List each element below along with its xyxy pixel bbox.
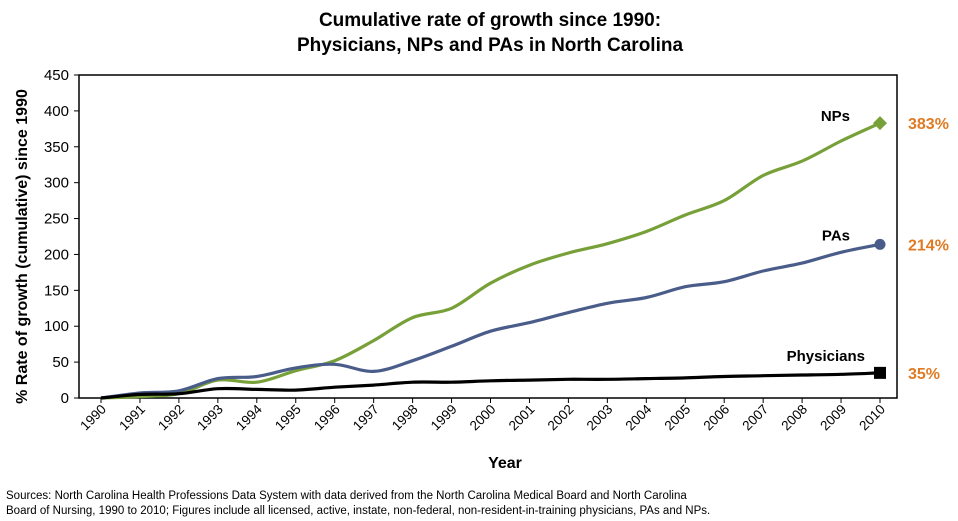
y-tick-label: 300 xyxy=(44,175,69,192)
series-label-physicians: Physicians xyxy=(787,348,865,365)
x-tick-label: 1991 xyxy=(116,402,148,434)
series-marker-nps xyxy=(873,116,887,131)
x-tick-label: 2004 xyxy=(623,401,655,433)
chart-title-line1: Cumulative rate of growth since 1990: xyxy=(318,10,662,31)
end-value-label-pas: 214% xyxy=(908,237,949,254)
x-tick-label: 2006 xyxy=(700,402,732,434)
y-tick-label: 150 xyxy=(44,282,69,299)
x-tick-label: 2003 xyxy=(584,402,616,434)
y-tick-label: 0 xyxy=(61,390,69,407)
x-tick-label: 2008 xyxy=(778,402,810,434)
series-line-nps xyxy=(100,121,881,400)
x-tick-label: 2000 xyxy=(467,402,499,434)
x-tick-label: 1990 xyxy=(77,402,109,434)
sources-note-line2: Board of Nursing, 1990 to 2010; Figures … xyxy=(6,505,711,517)
series-label-nps: NPs xyxy=(821,108,850,125)
x-tick-label: 1998 xyxy=(389,402,421,434)
series-marker-pas xyxy=(874,238,886,250)
end-value-label-physicians: 35% xyxy=(908,366,940,383)
x-tick-label: 2010 xyxy=(856,402,888,434)
x-tick-label: 1997 xyxy=(350,402,382,434)
series-line-physicians xyxy=(100,371,881,400)
y-tick-label: 100 xyxy=(44,318,69,335)
y-tick-label: 400 xyxy=(44,103,69,120)
x-tick-label: 1992 xyxy=(155,402,187,434)
x-tick-label: 2007 xyxy=(739,402,771,434)
y-tick-label: 450 xyxy=(44,67,69,84)
x-tick-label: 1993 xyxy=(194,402,226,434)
x-tick-label: 2001 xyxy=(506,402,538,434)
x-tick-label: 2002 xyxy=(545,402,577,434)
y-tick-label: 200 xyxy=(44,246,69,263)
x-tick-label: 2009 xyxy=(817,402,849,434)
y-axis-title: % Rate of growth (cumulative) since 1990 xyxy=(14,89,31,404)
series-marker-physicians xyxy=(874,366,886,379)
x-tick-label: 1996 xyxy=(311,402,343,434)
y-tick-label: 350 xyxy=(44,139,69,156)
sources-note-line1: Sources: North Carolina Health Professio… xyxy=(6,490,687,502)
series-line-pas xyxy=(100,242,881,400)
plot-frame xyxy=(78,74,898,399)
x-tick-label: 1999 xyxy=(428,402,460,434)
series-label-pas: PAs xyxy=(822,227,850,244)
y-tick-label: 50 xyxy=(52,354,69,371)
x-tick-label: 1994 xyxy=(233,401,265,433)
x-tick-label: 1995 xyxy=(272,402,304,434)
chart-title-line2: Physicians, NPs and PAs in North Carolin… xyxy=(296,35,684,56)
x-tick-label: 2005 xyxy=(662,402,694,434)
x-axis-title: Year xyxy=(488,455,522,472)
end-value-label-nps: 383% xyxy=(908,116,949,133)
y-tick-label: 250 xyxy=(44,211,69,228)
